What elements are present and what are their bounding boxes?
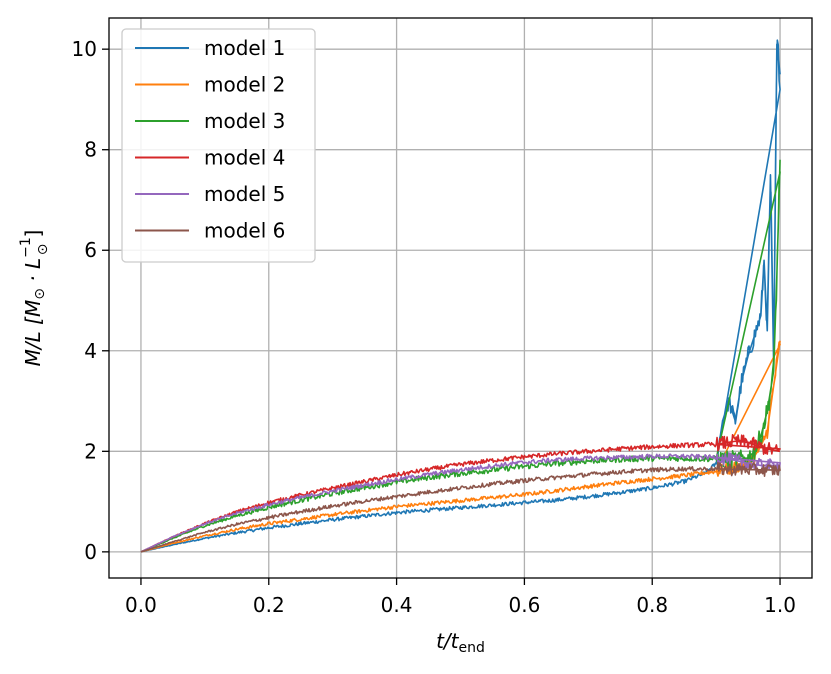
y-axis-label-sup: −1 <box>18 237 34 258</box>
x-tick-label: 0.0 <box>125 593 157 617</box>
axis-ticks: 0.0 0.2 0.4 0.6 0.8 1.0 0 2 4 6 8 10 <box>72 37 796 617</box>
grid-lines <box>109 18 812 578</box>
y-axis-label-sun-sub-2: ⊙ <box>35 243 51 255</box>
series-layer <box>140 39 781 553</box>
legend-label: model 5 <box>204 182 285 206</box>
y-axis-label-mid: · L <box>21 258 45 288</box>
x-tick-label: 0.2 <box>253 593 285 617</box>
plot-frame <box>108 17 813 579</box>
y-tick-label: 0 <box>84 540 97 564</box>
series-line-model-4 <box>140 434 781 553</box>
y-axis-label-close: ] <box>21 230 45 238</box>
y-axis-label-sun-sub: ⊙ <box>32 288 48 300</box>
x-tick-label: 0.4 <box>381 593 413 617</box>
legend: model 1 model 2 model 3 model 4 model 5 model… <box>121 28 316 263</box>
x-axis-label: t/tend <box>436 629 485 656</box>
series-line-model-2 <box>140 340 781 553</box>
x-tick-label: 0.6 <box>509 593 541 617</box>
series-line-model-1 <box>140 39 781 553</box>
legend-label: model 6 <box>204 219 285 243</box>
y-tick-label: 6 <box>84 238 97 262</box>
y-tick-label: 4 <box>84 339 97 363</box>
legend-box <box>121 28 316 263</box>
x-axis-label-main: t/t <box>436 629 460 653</box>
legend-label: model 2 <box>204 73 285 97</box>
series-line-model-5 <box>140 452 781 553</box>
y-axis-label-main: M/L [M <box>21 300 45 367</box>
x-axis-label-sub: end <box>459 640 485 656</box>
x-tick-label: 0.8 <box>636 593 668 617</box>
series-line-model-6 <box>140 461 781 553</box>
x-tick-label: 1.0 <box>764 593 796 617</box>
y-tick-label: 8 <box>84 138 97 162</box>
y-tick-label: 2 <box>84 439 97 463</box>
y-axis-label: M/L [M⊙ · L−1⊙] <box>18 230 51 367</box>
legend-label: model 3 <box>204 109 285 133</box>
legend-label: model 4 <box>204 146 285 170</box>
y-tick-label: 10 <box>72 37 97 61</box>
legend-label: model 1 <box>204 36 285 60</box>
